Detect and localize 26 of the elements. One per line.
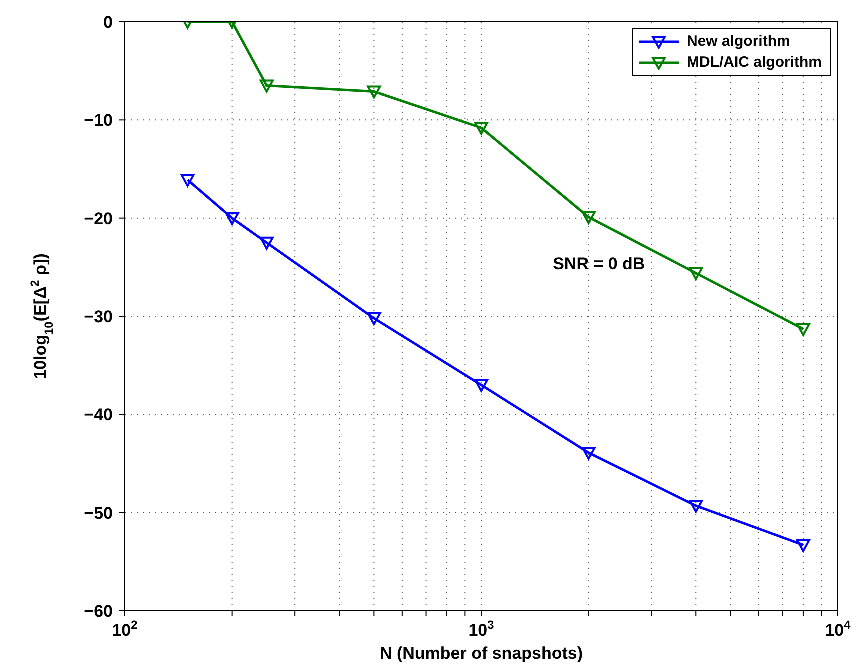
point: [367, 86, 382, 99]
annotation: SNR = 0 dB: [553, 254, 646, 274]
y-tick-label: −50: [84, 504, 113, 523]
y-tick-label: −10: [84, 111, 113, 130]
point: [689, 500, 704, 513]
x-tick-label: 10$^{4}$: [825, 618, 852, 640]
legend-label: New algorithm: [687, 33, 790, 50]
point: [367, 312, 382, 326]
point: [582, 446, 596, 460]
point: [260, 236, 274, 250]
point: [582, 211, 596, 224]
point: [689, 267, 704, 280]
y-tick-label: 0: [104, 13, 113, 32]
point: [796, 539, 810, 552]
point: [796, 323, 810, 336]
point: [474, 122, 488, 136]
y-tick-label: −30: [84, 308, 113, 326]
x-axis-title: N (Number of snapshots): [380, 644, 584, 663]
point: [260, 80, 274, 93]
y-tick-label: −60: [84, 602, 113, 621]
y-tick-label: −20: [84, 209, 113, 228]
point: [474, 379, 488, 392]
x-tick-label: 10$^{3}$: [468, 618, 495, 640]
x-tick-label: 10$^{2}$: [112, 618, 138, 640]
y-tick-label: −40: [84, 406, 113, 425]
legend-label: MDL/AIC algorithm: [687, 54, 822, 71]
